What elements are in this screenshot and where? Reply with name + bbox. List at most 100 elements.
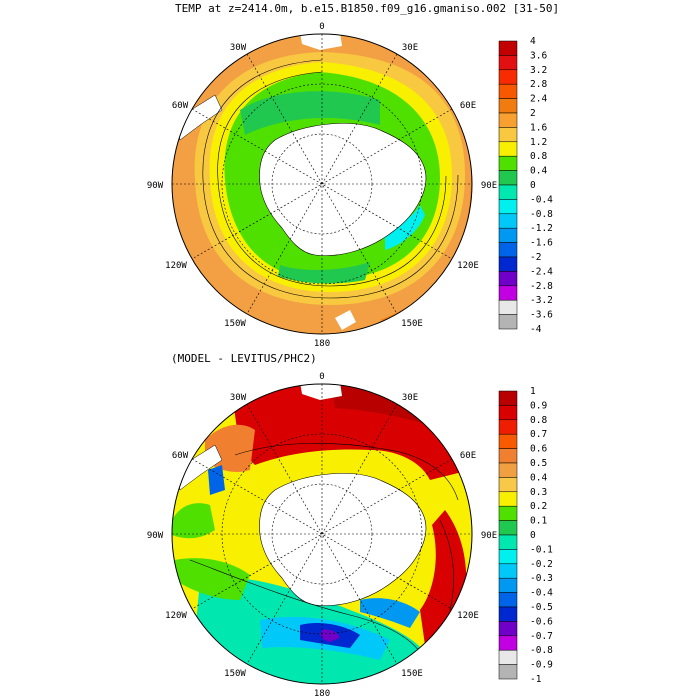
top-contour-2 <box>217 71 447 287</box>
colorbar-tick-label: 4 <box>530 36 536 47</box>
top-polar-map: 0 30W 30E 60W 60E 90W 90E 120W 120E 150W… <box>147 22 497 349</box>
top-lon-label-0: 0 <box>319 22 324 32</box>
colorbar-tick-label: -0.4 <box>530 194 553 205</box>
colorbar-swatch <box>498 549 518 565</box>
colorbar-swatch <box>498 592 518 608</box>
colorbar-swatch <box>498 577 518 593</box>
colorbar-tick-label: 1.2 <box>530 137 547 148</box>
bottom-lon-label-150e: 150E <box>401 669 423 679</box>
bottom-blue-patch-west <box>208 465 225 495</box>
colorbar-swatch <box>498 491 518 507</box>
colorbar-tick-label: 0 <box>530 180 536 191</box>
colorbar-swatch <box>498 83 518 99</box>
colorbar-swatch <box>498 271 518 287</box>
colorbar-tick-label: -0.4 <box>530 588 553 599</box>
top-panel-title: TEMP at z=2414.0m, b.e15.B1850.f09_g16.g… <box>175 2 560 15</box>
colorbar-tick-label: -0.1 <box>530 544 553 555</box>
colorbar-tick-label: 3.6 <box>530 50 547 61</box>
top-lon-label-150w: 150W <box>224 319 246 329</box>
top-cyan-patch <box>385 205 425 250</box>
bottom-map-border <box>171 383 473 685</box>
bottom-graticule <box>172 384 472 684</box>
top-graticule <box>172 34 472 334</box>
bottom-africa-land <box>300 384 342 400</box>
top-new-zealand-land <box>335 310 356 330</box>
bottom-colorbar: 1 0.9 0.8 0.7 0.6 0.5 0.4 0.3 0.2 0.1 0 -0.1 -0.2 -0.… <box>498 386 553 685</box>
colorbar-swatch <box>498 505 518 521</box>
colorbar-swatch <box>498 314 518 330</box>
colorbar-tick-label: -1.6 <box>530 238 553 249</box>
bottom-antarctica-land <box>259 473 427 606</box>
top-contour-1 <box>202 59 459 299</box>
colorbar-tick-label: -3.2 <box>530 295 553 306</box>
top-lon-label-90w: 90W <box>147 181 164 191</box>
colorbar-swatch <box>498 112 518 128</box>
bottom-panel-title: (MODEL - LEVITUS/PHC2) <box>171 352 317 365</box>
colorbar-tick-label: 2.4 <box>530 94 547 105</box>
colorbar-swatch <box>498 213 518 229</box>
colorbar-tick-label: -0.7 <box>530 631 553 642</box>
colorbar-swatch <box>498 664 518 680</box>
colorbar-tick-label: 1 <box>530 386 536 397</box>
colorbar-tick-label: -1.2 <box>530 223 553 234</box>
top-lon-label-120w: 120W <box>165 261 187 271</box>
colorbar-swatch <box>498 40 518 56</box>
colorbar-tick-label: -0.5 <box>530 602 553 613</box>
colorbar-swatch <box>498 256 518 272</box>
colorbar-swatch <box>498 635 518 651</box>
colorbar-tick-label: 0.9 <box>530 400 547 411</box>
bottom-lon-label-150w: 150W <box>224 669 246 679</box>
colorbar-tick-label: -4 <box>530 324 542 335</box>
top-australia-land <box>432 270 472 334</box>
colorbar-swatch <box>498 477 518 493</box>
colorbar-tick-label: -2.8 <box>530 281 553 292</box>
colorbar-tick-label: -2.4 <box>530 266 553 277</box>
colorbar-tick-label: -3.6 <box>530 310 553 321</box>
bottom-dark-red-patch <box>330 384 445 430</box>
colorbar-swatch <box>498 534 518 550</box>
colorbar-swatch <box>498 649 518 665</box>
top-lon-label-90e: 90E <box>481 181 497 191</box>
colorbar-swatch <box>498 155 518 171</box>
bottom-purple-patch <box>320 629 340 642</box>
bottom-green-region-southwest <box>175 558 250 600</box>
colorbar-swatch <box>498 462 518 478</box>
bottom-lon-label-30e: 30E <box>402 393 418 403</box>
colorbar-tick-label: 0.5 <box>530 458 547 469</box>
colorbar-swatch <box>498 127 518 143</box>
bottom-polar-map: 0 30W 30E 60W 60E 90W 90E 120W 120E 150W… <box>147 372 497 699</box>
bottom-contour-2 <box>189 559 426 661</box>
top-green-patch-north <box>240 91 380 135</box>
top-lon-label-60e: 60E <box>460 101 476 111</box>
colorbar-swatch <box>498 433 518 449</box>
colorbar-tick-label: 0 <box>530 530 536 541</box>
colorbar-tick-label: 3.2 <box>530 65 547 76</box>
bottom-lon-label-90w: 90W <box>147 531 164 541</box>
colorbar-swatch <box>498 419 518 435</box>
colorbar-tick-label: 0.2 <box>530 501 547 512</box>
colorbar-swatch <box>498 448 518 464</box>
colorbar-tick-label: -0.3 <box>530 573 553 584</box>
colorbar-tick-label: 0.6 <box>530 444 547 455</box>
colorbar-swatch <box>498 405 518 421</box>
colorbar-swatch <box>498 55 518 71</box>
top-lon-label-30w: 30W <box>230 43 247 53</box>
bottom-lon-label-60e: 60E <box>460 451 476 461</box>
colorbar-tick-label: -0.9 <box>530 660 553 671</box>
colorbar-tick-label: -0.8 <box>530 209 553 220</box>
bottom-lon-label-90e: 90E <box>481 531 497 541</box>
colorbar-swatch <box>498 199 518 215</box>
colorbar-tick-label: -0.6 <box>530 616 553 627</box>
colorbar-swatch <box>498 141 518 157</box>
colorbar-swatch <box>498 299 518 315</box>
colorbar-swatch <box>498 184 518 200</box>
colorbar-swatch <box>498 285 518 301</box>
top-africa-land <box>300 34 342 50</box>
colorbar-swatch <box>498 170 518 186</box>
bottom-lon-label-120w: 120W <box>165 611 187 621</box>
bottom-lon-label-0: 0 <box>319 372 324 382</box>
top-antarctica-land <box>259 123 427 256</box>
colorbar-swatch <box>498 69 518 85</box>
bottom-lon-label-60w: 60W <box>172 451 189 461</box>
